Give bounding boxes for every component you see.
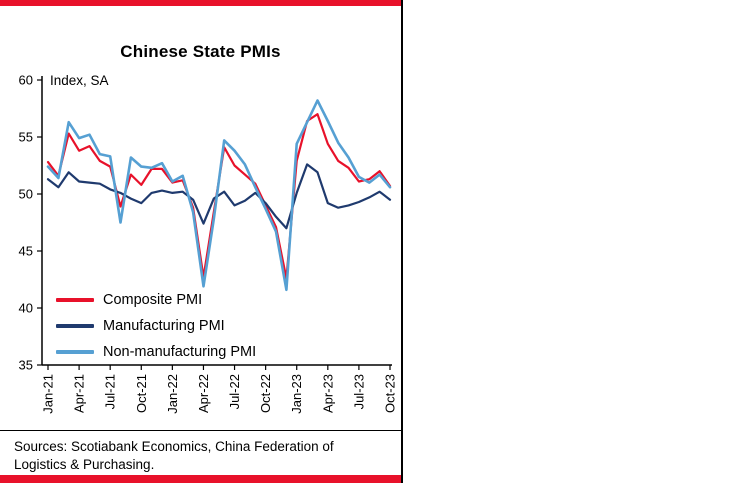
x-tick-label: Jul-22	[227, 374, 242, 409]
x-tick-label: Oct-22	[258, 374, 273, 413]
x-tick-label: Oct-23	[383, 374, 398, 413]
pmi-chart-block: Chinese State PMIs 35 40 45 50 55 60 Jan-21 Apr…	[0, 0, 403, 483]
x-tick-label: Apr-21	[72, 374, 87, 413]
y-tick-label: 60	[19, 73, 33, 88]
x-tick-label: Apr-23	[320, 374, 335, 413]
legend-swatch	[56, 350, 94, 354]
x-tick-label: Apr-22	[196, 374, 211, 413]
legend-item: Non-manufacturing PMI	[56, 343, 256, 361]
legend-label: Non-manufacturing PMI	[103, 344, 257, 360]
legend-item: Manufacturing PMI	[56, 317, 256, 335]
sources-note: Sources: Scotiabank Economics, China Fed…	[0, 430, 401, 473]
x-tick-label: Jul-21	[103, 374, 118, 409]
plot-area: 35 40 45 50 55 60 Jan-21 Apr-21 Jul-21 Oct-21 Jan-…	[0, 70, 401, 430]
x-tick-label: Jan-21	[41, 374, 56, 414]
x-tick-label: Jan-22	[165, 374, 180, 414]
legend-item: Composite PMI	[56, 291, 256, 309]
legend-label: Composite PMI	[103, 292, 203, 308]
pmi-line-chart: 35 40 45 50 55 60 Jan-21 Apr-21 Jul-21 Oct-21 Jan-…	[19, 73, 398, 414]
right-divider-line	[401, 0, 403, 483]
y-tick-label: 45	[19, 244, 33, 259]
top-red-bar	[0, 0, 401, 6]
x-tick-label: Jul-23	[351, 374, 366, 409]
legend-swatch	[56, 324, 94, 328]
y-tick-label: 55	[19, 130, 33, 145]
series-line-1	[46, 163, 392, 230]
x-tick-label: Jan-23	[289, 374, 304, 414]
legend-swatch	[56, 298, 94, 302]
chart-title: Chinese State PMIs	[120, 42, 281, 61]
bottom-red-bar	[0, 475, 401, 483]
series-line-2	[46, 99, 392, 292]
y-axis-note: Index, SA	[50, 73, 109, 88]
y-tick-label: 35	[19, 358, 33, 373]
legend-label: Manufacturing PMI	[103, 318, 225, 334]
x-tick-label: Oct-21	[134, 374, 149, 413]
chart-legend: Composite PMI Manufacturing PMI Non-manufa…	[56, 291, 256, 361]
y-tick-label: 50	[19, 187, 33, 202]
y-tick-label: 40	[19, 301, 33, 316]
